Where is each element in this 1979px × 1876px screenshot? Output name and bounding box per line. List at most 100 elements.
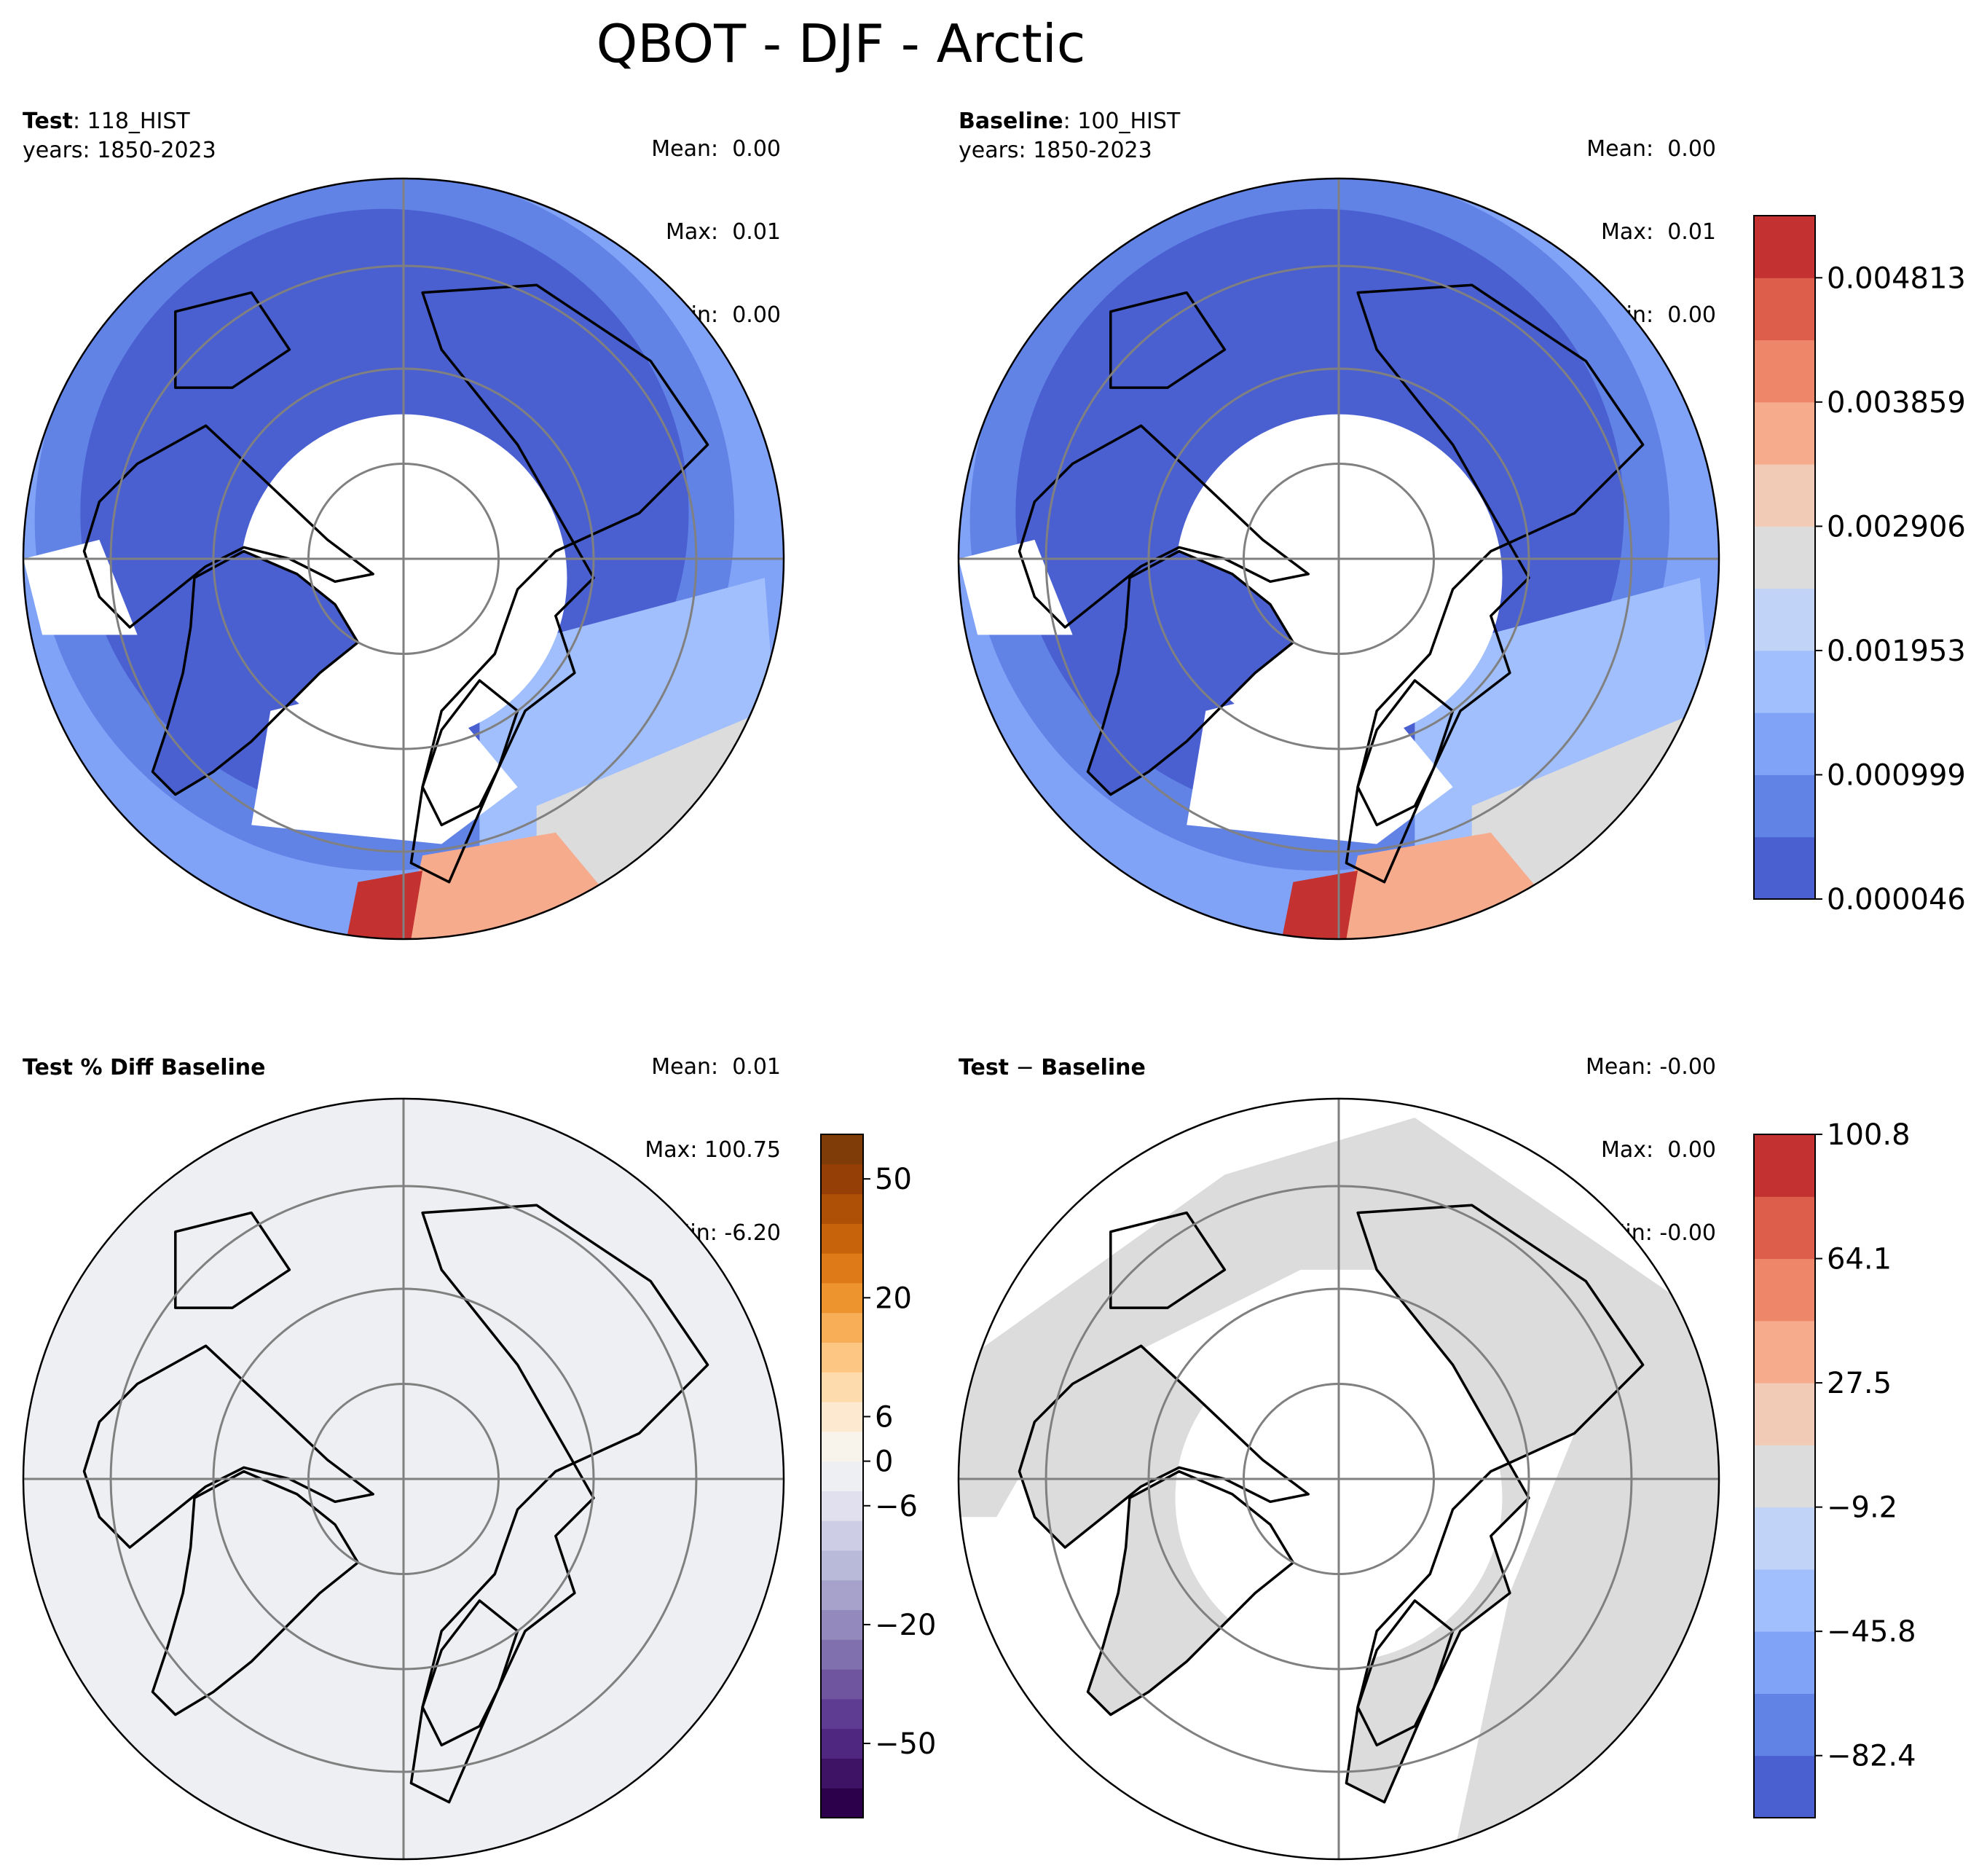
- pctdiff-coast-greenland: [151, 1469, 360, 1716]
- field-colorbar-segment: [1754, 464, 1815, 527]
- pctdiff-colorbar-segment: [821, 1461, 863, 1491]
- baseline-label: Baseline: 100_HIST: [959, 109, 1181, 134]
- field-colorbar-tick-label: 0.000046: [1827, 883, 1966, 917]
- test-label: Test: 118_HIST: [23, 109, 190, 134]
- baseline-map-boundary: [957, 177, 1720, 941]
- pctdiff-colorbar-segment: [821, 1402, 863, 1432]
- figure-title: QBOT - DJF - Arctic: [596, 13, 1086, 74]
- pctdiff-colorbar-segment: [821, 1431, 863, 1462]
- test-coast-scandi: [421, 679, 519, 827]
- field-colorbar-segment: [1754, 836, 1815, 900]
- baseline-greenland-fill: [1087, 551, 1294, 795]
- pctdiff-colorbar-segment: [821, 1579, 863, 1611]
- pctdiff-colorbar-segment: [821, 1193, 863, 1224]
- baseline-max: Max: 0.01: [1601, 219, 1716, 245]
- pctdiff-map-boundary: [22, 1097, 785, 1861]
- pctdiff-colorbar-segment: [821, 1312, 863, 1343]
- baseline-stats: Mean: 0.00 Max: 0.01 Min: 0.00: [1586, 80, 1716, 357]
- baseline-mean: Mean: 0.00: [1586, 136, 1716, 162]
- field-colorbar-segment: [1754, 216, 1815, 278]
- pctdiff-colorbar-tick-label: 0: [875, 1445, 893, 1479]
- diff-max: Max: 0.00: [1601, 1137, 1716, 1163]
- test-max: Max: 0.01: [666, 219, 781, 245]
- test-map: [23, 178, 784, 939]
- diff-coast-scandi: [1356, 1599, 1455, 1747]
- pctdiff-colorbar-segment: [821, 1669, 863, 1700]
- test-years: years: 1850-2023: [23, 138, 216, 163]
- field-colorbar-segment: [1754, 588, 1815, 651]
- diff-colorbar-tick-label: −45.8: [1827, 1615, 1916, 1649]
- field-colorbar-segment: [1754, 526, 1815, 589]
- pctdiff-colorbar-segment: [821, 1163, 863, 1195]
- diff-colorbar-segment: [1754, 1445, 1815, 1508]
- field-colorbar-segment: [1754, 278, 1815, 341]
- field-colorbar: 0.000046 0.000999 0.001953 0.002906 0.003859…: [1753, 215, 1966, 917]
- pctdiff-colorbar: −50 −20 −6 0 6 20 50: [820, 1134, 936, 1818]
- pctdiff-coast-scandi: [421, 1599, 519, 1747]
- field-colorbar-segment: [1754, 774, 1815, 838]
- diff-colorbar-segment: [1754, 1693, 1815, 1757]
- pctdiff-colorbar-segment: [821, 1372, 863, 1402]
- field-colorbar-segment: [1754, 713, 1815, 775]
- test-mean: Mean: 0.00: [651, 136, 781, 162]
- pctdiff-map: [23, 1099, 784, 1859]
- diff-colorbar-frame: [1753, 1134, 1816, 1818]
- baseline-coast-greenland: [1086, 549, 1295, 796]
- pctdiff-colorbar-segment: [821, 1550, 863, 1581]
- baseline-years: years: 1850-2023: [959, 138, 1152, 163]
- test-map-boundary: [22, 177, 785, 941]
- diff-colorbar-tick-label: −9.2: [1827, 1491, 1897, 1525]
- diff-colorbar: −82.4 −45.8 −9.2 27.5 64.1 100.8: [1753, 1118, 1916, 1818]
- diff-colorbar-segment: [1754, 1507, 1815, 1570]
- diff-colorbar-tick-label: 64.1: [1827, 1243, 1892, 1276]
- pctdiff-colorbar-tick-label: −6: [875, 1490, 918, 1523]
- diff-colorbar-segment: [1754, 1134, 1815, 1197]
- diff-canada-fill: [1019, 1346, 1309, 1547]
- field-colorbar-segment: [1754, 340, 1815, 403]
- pctdiff-colorbar-segment: [821, 1223, 863, 1254]
- pctdiff-colorbar-segment: [821, 1253, 863, 1284]
- diff-colorbar-segment: [1754, 1196, 1815, 1260]
- diff-colorbar-segment: [1754, 1320, 1815, 1384]
- field-colorbar-tick-label: 0.000999: [1827, 758, 1966, 792]
- test-coast-canada: [82, 424, 374, 629]
- pctdiff-colorbar-segment: [821, 1788, 863, 1818]
- pctdiff-colorbar-tick-label: 20: [875, 1282, 912, 1315]
- field-colorbar-tick-label: 0.004813: [1827, 262, 1966, 295]
- baseline-coast-scandi: [1356, 679, 1455, 827]
- diff-colorbar-tick-label: 100.8: [1827, 1118, 1911, 1152]
- test-coast-greenland: [151, 549, 360, 796]
- test-pacific-nodata: [23, 539, 138, 635]
- diff-coast-eurasia: [1345, 1204, 1645, 1804]
- pctdiff-colorbar-segment: [821, 1609, 863, 1640]
- field-colorbar-segment: [1754, 401, 1815, 465]
- diff-colorbar-segment: [1754, 1631, 1815, 1694]
- pctdiff-label: Test % Diff Baseline: [23, 1055, 266, 1080]
- diff-colorbar-segment: [1754, 1569, 1815, 1632]
- baseline-map: [959, 178, 1719, 939]
- field-colorbar-segment: [1754, 650, 1815, 713]
- diff-map-boundary: [957, 1097, 1720, 1861]
- diff-mean: Mean: -0.00: [1585, 1054, 1716, 1080]
- field-colorbar-frame: [1753, 215, 1816, 900]
- pctdiff-colorbar-tick-label: 6: [875, 1400, 893, 1434]
- baseline-coast-eurasia: [1345, 283, 1645, 884]
- pctdiff-colorbar-segment: [821, 1282, 863, 1314]
- pctdiff-stats: Mean: 0.01 Max: 100.75 Min: -6.20: [645, 998, 781, 1275]
- pctdiff-max: Max: 100.75: [645, 1137, 781, 1163]
- field-colorbar-tick-label: 0.002906: [1827, 510, 1966, 543]
- pctdiff-colorbar-segment: [821, 1342, 863, 1373]
- pctdiff-colorbar-segment: [821, 1491, 863, 1521]
- field-colorbar-tick-label: 0.001953: [1827, 635, 1966, 668]
- pctdiff-colorbar-segment: [821, 1520, 863, 1551]
- pctdiff-colorbar-tick-label: −50: [875, 1727, 936, 1761]
- pctdiff-colorbar-tick-label: 50: [875, 1163, 912, 1196]
- diff-stats: Mean: -0.00 Max: 0.00 Min: -0.00: [1586, 998, 1716, 1275]
- diff-coast-greenland: [1086, 1469, 1295, 1716]
- diff-coast-canada: [1018, 1344, 1310, 1549]
- pctdiff-colorbar-segment: [821, 1728, 863, 1759]
- test-greenland-fill: [152, 551, 358, 795]
- pctdiff-coast-canada: [82, 1344, 374, 1549]
- diff-map: [959, 1099, 1719, 1859]
